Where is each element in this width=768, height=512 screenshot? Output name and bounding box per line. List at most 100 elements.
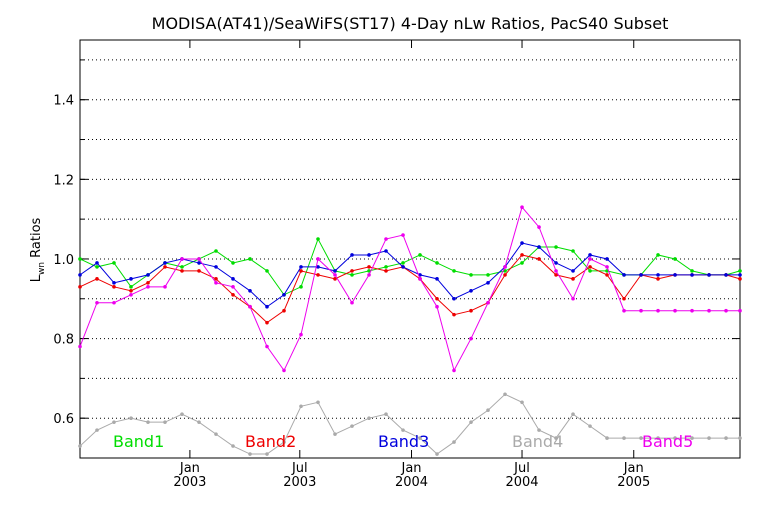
data-point-band4	[299, 404, 303, 409]
data-point-band4	[129, 416, 133, 420]
x-tick-label-year: 2003	[173, 475, 206, 490]
data-point-band5	[350, 300, 354, 305]
data-point-band3	[452, 296, 456, 301]
legend-entry-band5: Band5	[642, 432, 693, 451]
x-tick-label-year: 2003	[283, 475, 316, 490]
series-line-band5	[79, 206, 740, 372]
data-point-band1	[316, 237, 320, 241]
legend-entry-band3: Band3	[378, 432, 429, 451]
data-point-band4	[622, 436, 626, 440]
data-point-band1	[673, 257, 677, 261]
data-point-band3	[333, 269, 337, 273]
y-axis: 0.6 0.8 1.0 1.2 1.4	[53, 59, 740, 427]
x-tick-label-month: Jul	[513, 461, 530, 476]
data-point-band5	[503, 265, 507, 269]
data-point-band1	[350, 273, 354, 277]
data-point-band1	[265, 269, 269, 273]
data-point-band3	[571, 269, 575, 273]
data-point-band4	[656, 436, 660, 440]
data-point-band1	[588, 269, 592, 273]
y-axis-label-rest: Ratios	[29, 217, 44, 262]
data-point-band4	[180, 412, 184, 417]
legend: Band1 Band2 Band3 Band4 Band5	[113, 432, 693, 451]
data-point-band3	[588, 253, 592, 257]
data-point-band2	[180, 269, 184, 273]
data-point-band1	[435, 261, 439, 265]
data-point-band5	[333, 273, 337, 277]
data-point-band5	[707, 308, 711, 313]
data-point-band4	[265, 452, 269, 456]
data-point-band4	[401, 428, 405, 432]
data-point-band4	[435, 452, 439, 456]
data-point-band4	[214, 432, 218, 436]
x-tick-label-year: 2004	[505, 475, 538, 490]
data-point-band5	[265, 344, 269, 349]
data-point-band5	[248, 304, 252, 309]
data-point-band2	[163, 265, 167, 269]
y-tick-label: 1.4	[53, 94, 74, 109]
data-point-band2	[435, 296, 439, 301]
data-point-band3	[401, 265, 405, 269]
data-point-band5	[537, 225, 541, 229]
data-point-band4	[248, 452, 252, 456]
data-point-band2	[367, 265, 371, 269]
data-point-band3	[673, 273, 677, 277]
data-point-band1	[503, 269, 507, 273]
data-point-band4	[367, 416, 371, 420]
data-point-band5	[554, 269, 558, 273]
data-point-band5	[656, 308, 660, 313]
data-point-band1	[520, 261, 524, 265]
data-point-band3	[282, 292, 286, 297]
plot-frame	[79, 39, 741, 459]
data-point-band3	[231, 277, 235, 281]
data-point-band3	[738, 273, 742, 277]
data-point-band1	[112, 261, 116, 265]
data-point-band5	[690, 308, 694, 313]
data-point-band2	[231, 292, 235, 297]
data-point-band4	[537, 428, 541, 432]
data-point-band1	[656, 253, 660, 257]
legend-entry-band4: Band4	[512, 432, 563, 451]
data-point-band2	[384, 269, 388, 273]
x-tick-label-month: Jul	[291, 461, 308, 476]
data-point-band5	[180, 257, 184, 261]
data-point-band2	[299, 269, 303, 273]
y-tick-label: 0.8	[53, 333, 74, 348]
data-point-band5	[520, 205, 524, 209]
data-point-band2	[282, 308, 286, 313]
data-point-band1	[367, 269, 371, 273]
data-point-band3	[248, 289, 252, 293]
data-point-band2	[622, 296, 626, 301]
data-point-band5	[197, 257, 201, 261]
data-point-band5	[146, 285, 150, 289]
y-axis-label: Lwn Ratios	[29, 217, 47, 282]
data-point-band4	[350, 424, 354, 428]
data-point-band5	[299, 332, 303, 337]
data-point-band4	[724, 436, 728, 440]
data-point-band3	[214, 265, 218, 269]
data-point-band3	[163, 261, 167, 265]
data-point-band1	[299, 285, 303, 289]
data-point-band1	[571, 249, 575, 253]
data-point-band1	[418, 253, 422, 257]
data-point-band2	[333, 277, 337, 281]
data-point-band4	[95, 428, 99, 432]
data-point-band2	[469, 308, 473, 313]
data-point-band2	[537, 257, 541, 261]
grid-lines	[80, 59, 740, 419]
data-point-band1	[129, 285, 133, 289]
data-point-band5	[639, 308, 643, 313]
x-tick-label-month: Jan	[179, 461, 200, 476]
legend-entry-band2: Band2	[245, 432, 296, 451]
data-point-band3	[129, 277, 133, 281]
data-point-band1	[384, 265, 388, 269]
data-point-band2	[738, 277, 742, 281]
data-point-band4	[333, 432, 337, 436]
data-point-band4	[163, 420, 167, 424]
data-point-band2	[588, 265, 592, 269]
data-point-band5	[605, 265, 609, 269]
data-point-band1	[469, 273, 473, 277]
data-point-band2	[214, 277, 218, 281]
chart-title: MODISA(AT41)/SeaWiFS(ST17) 4-Day nLw Rat…	[152, 14, 669, 33]
